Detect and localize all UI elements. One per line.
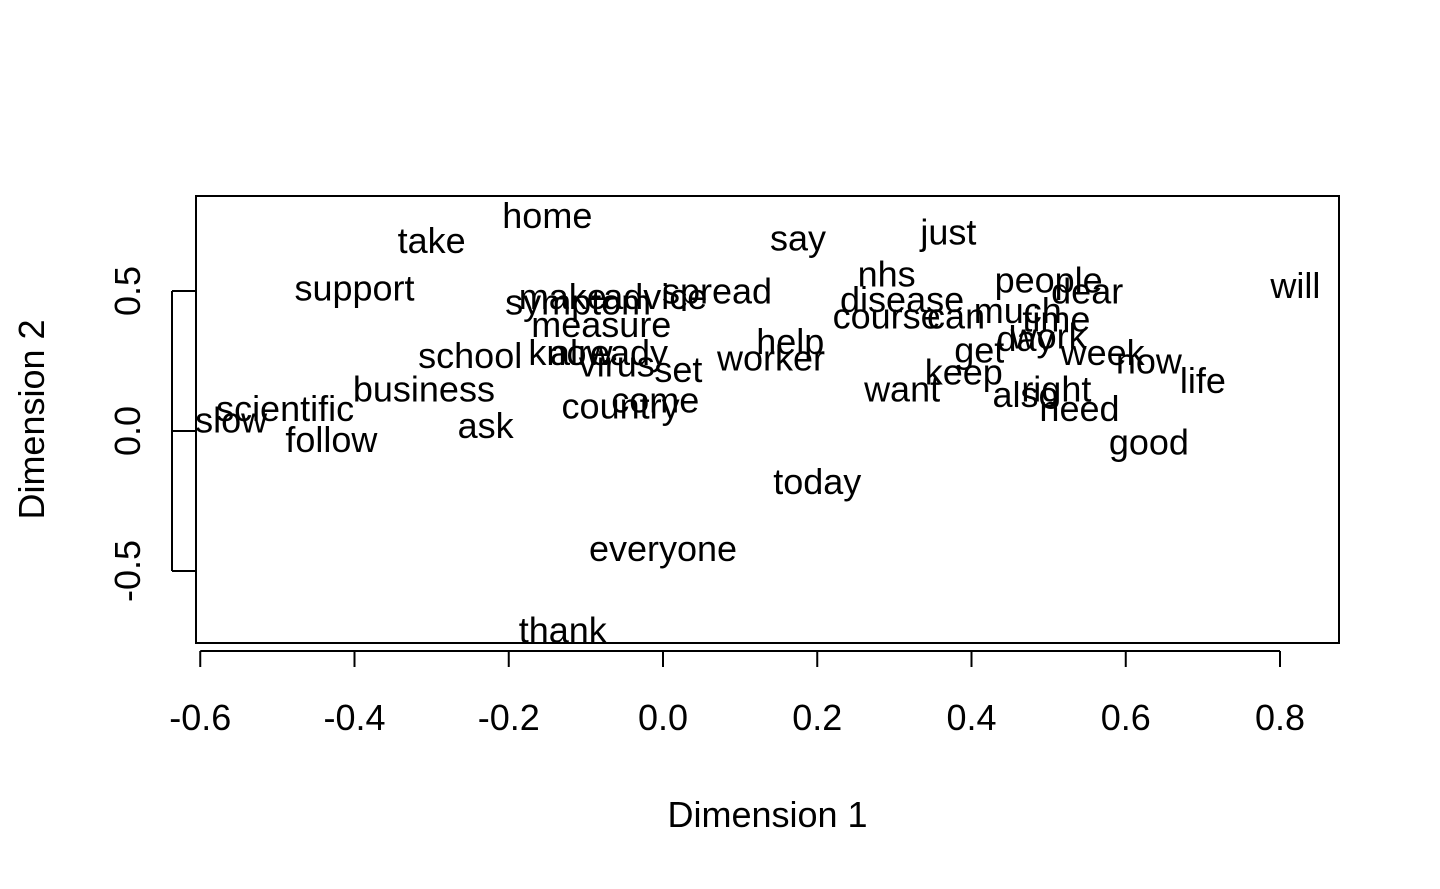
point-label-can: can (927, 296, 985, 337)
point-label-ask: ask (458, 405, 515, 446)
x-tick-label: 0.8 (1255, 697, 1305, 738)
point-label-nhs: nhs (858, 254, 916, 295)
x-tick-label: 0.0 (638, 697, 688, 738)
point-label-know: know (528, 332, 613, 373)
point-label-spread: spread (662, 271, 772, 312)
point-label-worker: worker (716, 338, 825, 379)
point-label-today: today (773, 461, 861, 502)
x-tick-label: 0.2 (792, 697, 842, 738)
point-label-life: life (1180, 360, 1226, 401)
point-label-help: help (756, 321, 824, 362)
point-label-thank: thank (519, 609, 608, 650)
point-label-dear: dear (1051, 271, 1123, 312)
point-label-want: want (863, 369, 940, 410)
point-label-symptom: symptom (505, 282, 651, 323)
y-tick-label: 0.0 (107, 406, 148, 456)
point-label-much: much (974, 290, 1062, 331)
point-label-now: now (1116, 341, 1183, 382)
plot-frame (195, 195, 1340, 644)
point-label-scientific: scientific (216, 388, 354, 429)
point-label-also: also (992, 374, 1058, 415)
y-tick-label: 0.5 (107, 266, 148, 316)
point-label-slow: slow (195, 399, 268, 440)
x-axis-title: Dimension 1 (667, 794, 867, 835)
point-label-come: come (611, 380, 699, 421)
x-tick-label: -0.6 (169, 697, 231, 738)
x-tick-label: -0.2 (478, 697, 540, 738)
x-tick-label: -0.4 (323, 697, 385, 738)
point-label-business: business (353, 369, 495, 410)
point-label-virus: virus (579, 343, 655, 384)
point-label-everyone: everyone (589, 528, 737, 569)
point-label-support: support (294, 268, 414, 309)
point-label-need: need (1039, 388, 1119, 429)
point-label-people: people (995, 259, 1103, 300)
y-tick-label: -0.5 (107, 540, 148, 602)
axes: -0.6 -0.4 -0.2 0.0 0.2 0.4 0.6 0.8 -0.5 0.0 0.5 (107, 195, 1340, 738)
point-label-disease: disease (840, 279, 964, 320)
point-label-day: day (996, 318, 1054, 359)
point-label-keep: keep (925, 352, 1003, 393)
point-label-make: make (519, 276, 607, 317)
point-label-set: set (654, 349, 702, 390)
point-label-get: get (954, 329, 1004, 370)
point-label-measure: measure (531, 304, 671, 345)
point-label-work: work (1010, 315, 1088, 356)
point-label-course: course (833, 296, 941, 337)
point-label-school: school (418, 335, 522, 376)
point-label-say: say (770, 217, 826, 258)
point-label-right: right (1021, 369, 1091, 410)
point-label-country: country (562, 385, 680, 426)
point-label-week: week (1060, 332, 1146, 373)
point-label-good: good (1109, 422, 1189, 463)
word-labels: home take say just support nhs people will sprea… (195, 195, 1320, 650)
point-label-time: time (1022, 299, 1090, 340)
point-label-advice: advice (603, 276, 707, 317)
y-axis-title: Dimension 2 (11, 319, 52, 519)
point-label-home: home (502, 195, 592, 236)
x-tick-label: 0.4 (946, 697, 996, 738)
point-label-just: just (919, 212, 976, 253)
point-label-take: take (398, 220, 466, 261)
point-label-will: will (1269, 265, 1320, 306)
point-label-already: already (550, 332, 668, 373)
x-tick-label: 0.6 (1101, 697, 1151, 738)
point-label-follow: follow (285, 419, 378, 460)
